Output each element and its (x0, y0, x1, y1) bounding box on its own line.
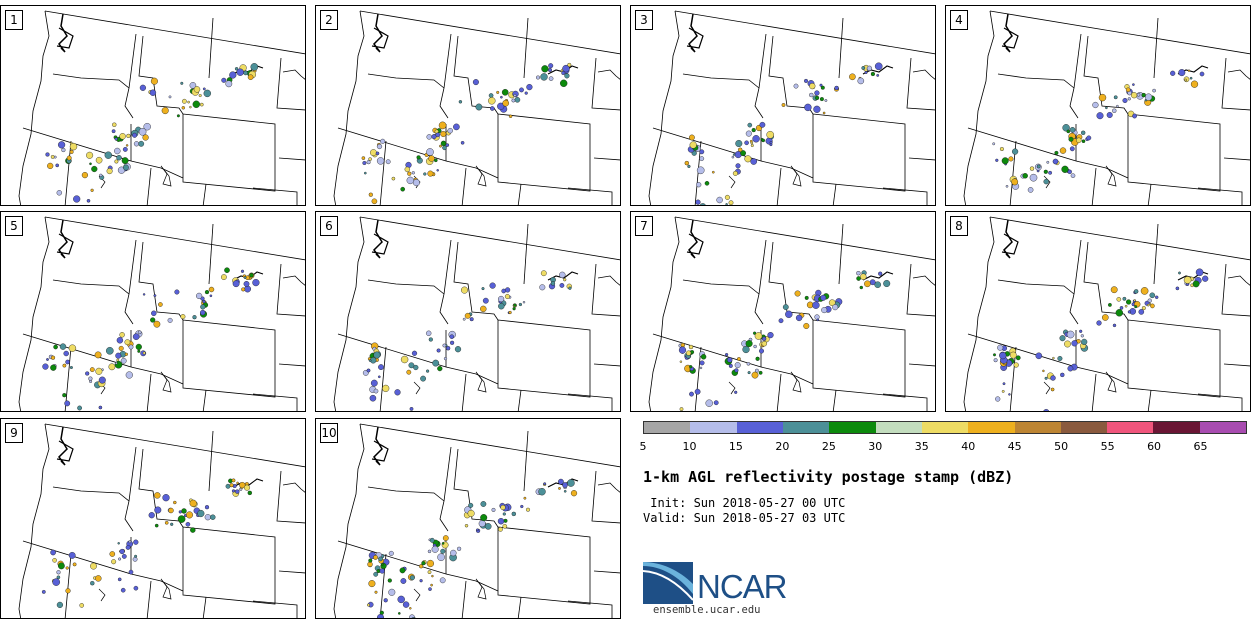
colorbar-tick-label: 15 (728, 440, 743, 453)
member-panel: 9 (0, 418, 306, 619)
colorbar-segment (1199, 422, 1247, 433)
member-map (648, 10, 935, 205)
reflectivity-cells (41, 478, 253, 609)
member-number-label: 5 (5, 216, 23, 236)
reflectivity-colorbar (643, 421, 1247, 434)
reflectivity-cells (367, 478, 578, 618)
colorbar-segment (690, 422, 737, 433)
member-map (18, 216, 305, 411)
member-panel: 5 (0, 211, 306, 412)
ncar-logo-wordmark: NCAR (697, 568, 788, 605)
member-map (18, 423, 305, 618)
colorbar-tick-label: 50 (1054, 440, 1069, 453)
member-number-label: 10 (320, 423, 338, 443)
member-number-label: 4 (950, 10, 968, 30)
member-panel: 3 (630, 5, 936, 206)
colorbar-tick-label: 20 (775, 440, 790, 453)
valid-time: Valid: Sun 2018-05-27 03 UTC (643, 511, 846, 525)
member-map (333, 423, 620, 618)
member-map (333, 10, 620, 205)
colorbar-segment (1014, 422, 1061, 433)
reflectivity-cells (361, 62, 572, 205)
colorbar-tick-label: 30 (868, 440, 883, 453)
colorbar-tick-label: 65 (1193, 440, 1208, 453)
member-number-label: 8 (950, 216, 968, 236)
reflectivity-cells (362, 270, 573, 411)
colorbar-tick-label: 40 (961, 440, 976, 453)
member-panel: 10 (315, 418, 621, 619)
member-map (963, 216, 1250, 411)
colorbar-segment (1153, 422, 1200, 433)
colorbar-segment (968, 422, 1015, 433)
reflectivity-cells (678, 270, 891, 411)
colorbar-segment (1107, 422, 1154, 433)
colorbar-segment (782, 422, 830, 433)
member-map (18, 10, 305, 205)
colorbar-tick-label: 45 (1007, 440, 1022, 453)
member-panel: 8 (945, 211, 1251, 412)
member-number-label: 6 (320, 216, 338, 236)
member-panel: 6 (315, 211, 621, 412)
colorbar-segment (736, 422, 783, 433)
colorbar-tick-labels: 5 10 15 20 25 30 35 40 45 50 55 60 65 (639, 440, 1247, 454)
member-number-label: 2 (320, 10, 338, 30)
member-panel: 1 (0, 5, 306, 206)
colorbar-segment (875, 422, 922, 433)
member-map (648, 216, 935, 411)
colorbar-segment (644, 422, 691, 433)
reflectivity-cells (992, 69, 1205, 193)
reflectivity-cells (684, 62, 883, 205)
ncar-logo-mark-icon (642, 562, 694, 604)
reflectivity-cells (993, 268, 1209, 411)
member-map (963, 10, 1250, 205)
ncar-logo: NCAR (642, 562, 803, 606)
member-map (333, 216, 620, 411)
member-number-label: 3 (635, 10, 653, 30)
member-number-label: 9 (5, 423, 23, 443)
member-panel: 4 (945, 5, 1251, 206)
member-number-label: 7 (635, 216, 653, 236)
colorbar-tick-label: 5 (639, 440, 647, 453)
member-panel: 7 (630, 211, 936, 412)
figure-title: 1-km AGL reflectivity postage stamp (dBZ… (643, 468, 1014, 486)
colorbar-tick-label: 10 (682, 440, 697, 453)
init-time: Init: Sun 2018-05-27 00 UTC (643, 496, 846, 510)
reflectivity-cells (45, 63, 259, 203)
colorbar-segment (1060, 422, 1108, 433)
reflectivity-cells (42, 267, 260, 411)
ensemble-url: ensemble.ucar.edu (653, 604, 761, 616)
colorbar-tick-label: 35 (914, 440, 929, 453)
colorbar-tick-label: 55 (1100, 440, 1115, 453)
colorbar-segment (829, 422, 876, 433)
colorbar-tick-label: 60 (1147, 440, 1162, 453)
member-number-label: 1 (5, 10, 23, 30)
colorbar-segment (921, 422, 969, 433)
member-panel: 2 (315, 5, 621, 206)
colorbar-tick-label: 25 (821, 440, 836, 453)
